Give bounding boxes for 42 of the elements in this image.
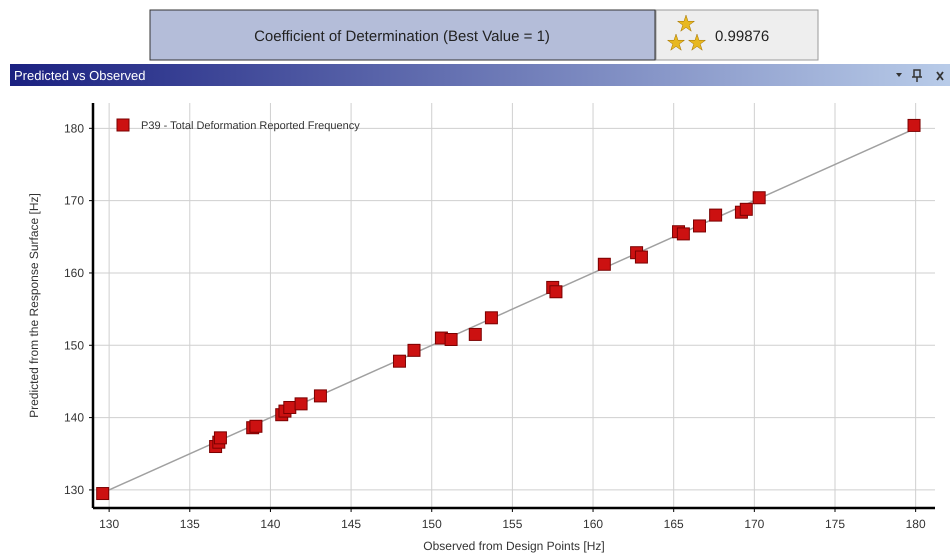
y-tick-label: 150 (64, 338, 84, 352)
y-tick-label: 160 (64, 266, 84, 280)
x-tick-label: 140 (260, 517, 281, 531)
x-tick-label: 150 (422, 517, 442, 531)
point (407, 344, 420, 357)
point (314, 389, 327, 402)
y-tick-label: 140 (64, 410, 84, 425)
legend-label: P39 - Total Deformation Reported Frequency (141, 120, 360, 132)
x-axis-title: Observed from Design Points [Hz] (423, 539, 605, 553)
y-tick-label: 170 (64, 194, 84, 208)
point (740, 202, 753, 216)
point (96, 487, 110, 500)
point (294, 397, 308, 410)
chart-title: Predicted vs Observed (14, 68, 146, 83)
point (634, 250, 648, 264)
x-tick-label: 175 (824, 517, 846, 531)
point (676, 227, 690, 240)
x-tick-label: 165 (664, 517, 684, 531)
y-tick-label: 180 (64, 121, 84, 136)
y-axis-title: Predicted from the Response Surface [Hz] (27, 193, 41, 418)
text: Coefficient of Determination (Best Value = 1) (254, 28, 550, 45)
y-tick-label: 130 (64, 482, 84, 497)
x-tick-label: 135 (180, 517, 200, 531)
point (484, 311, 498, 324)
x-tick-label: 180 (906, 517, 926, 531)
point (752, 191, 766, 204)
point (908, 118, 921, 132)
x-tick-label: 170 (744, 517, 765, 531)
point (444, 332, 458, 346)
point (392, 354, 406, 368)
point (693, 219, 706, 232)
point (709, 208, 722, 222)
x-tick-label: 160 (583, 517, 604, 531)
point (249, 420, 262, 433)
text: 0.99876 (715, 28, 770, 45)
point (598, 258, 611, 271)
x-tick-label: 145 (341, 517, 362, 531)
point (549, 285, 562, 298)
point (214, 431, 227, 444)
x-tick-label: 130 (99, 517, 120, 531)
point (468, 328, 482, 341)
x-tick-label: 155 (502, 517, 523, 531)
